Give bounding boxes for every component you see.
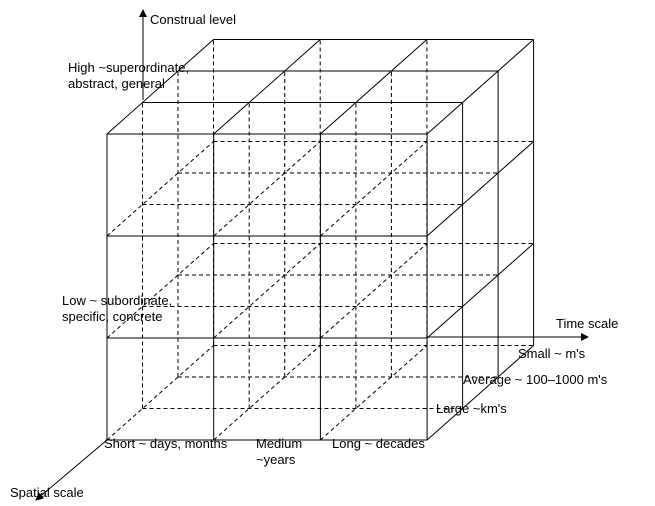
spatial-axis <box>35 439 108 501</box>
grid-edge <box>106 243 214 339</box>
level-label: High ~superordinate, abstract, general <box>68 60 189 91</box>
axis-label: Spatial scale <box>10 485 84 500</box>
grid-edge <box>426 141 534 237</box>
level-label: Long ~ decades <box>332 436 425 451</box>
grid-edge <box>320 345 428 441</box>
level-label: Low ~ subordinate, specific, concrete <box>62 293 172 324</box>
grid-edge <box>106 141 214 237</box>
level-label: Medium ~years <box>256 436 302 467</box>
grid-edge <box>426 243 534 339</box>
grid-edge <box>320 39 428 135</box>
level-label: Average ~ 100–1000 m's <box>463 372 608 387</box>
grid-edge <box>320 243 428 339</box>
level-label: Short ~ days, months <box>104 436 228 451</box>
grid-edge <box>426 39 534 135</box>
axis-label: Time scale <box>556 316 618 331</box>
grid-edge <box>213 243 321 339</box>
grid-edge <box>320 141 428 237</box>
grid-edge <box>213 39 321 135</box>
axis-label: Construal level <box>150 12 236 27</box>
grid-edge <box>213 345 321 441</box>
level-label: Small ~ m's <box>518 346 586 361</box>
grid-edge <box>213 141 321 237</box>
cube-grid <box>106 39 535 441</box>
grid-edge <box>106 39 214 135</box>
grid-edge <box>426 345 534 441</box>
level-label: Large ~km's <box>436 401 507 416</box>
grid-edge <box>106 345 214 441</box>
